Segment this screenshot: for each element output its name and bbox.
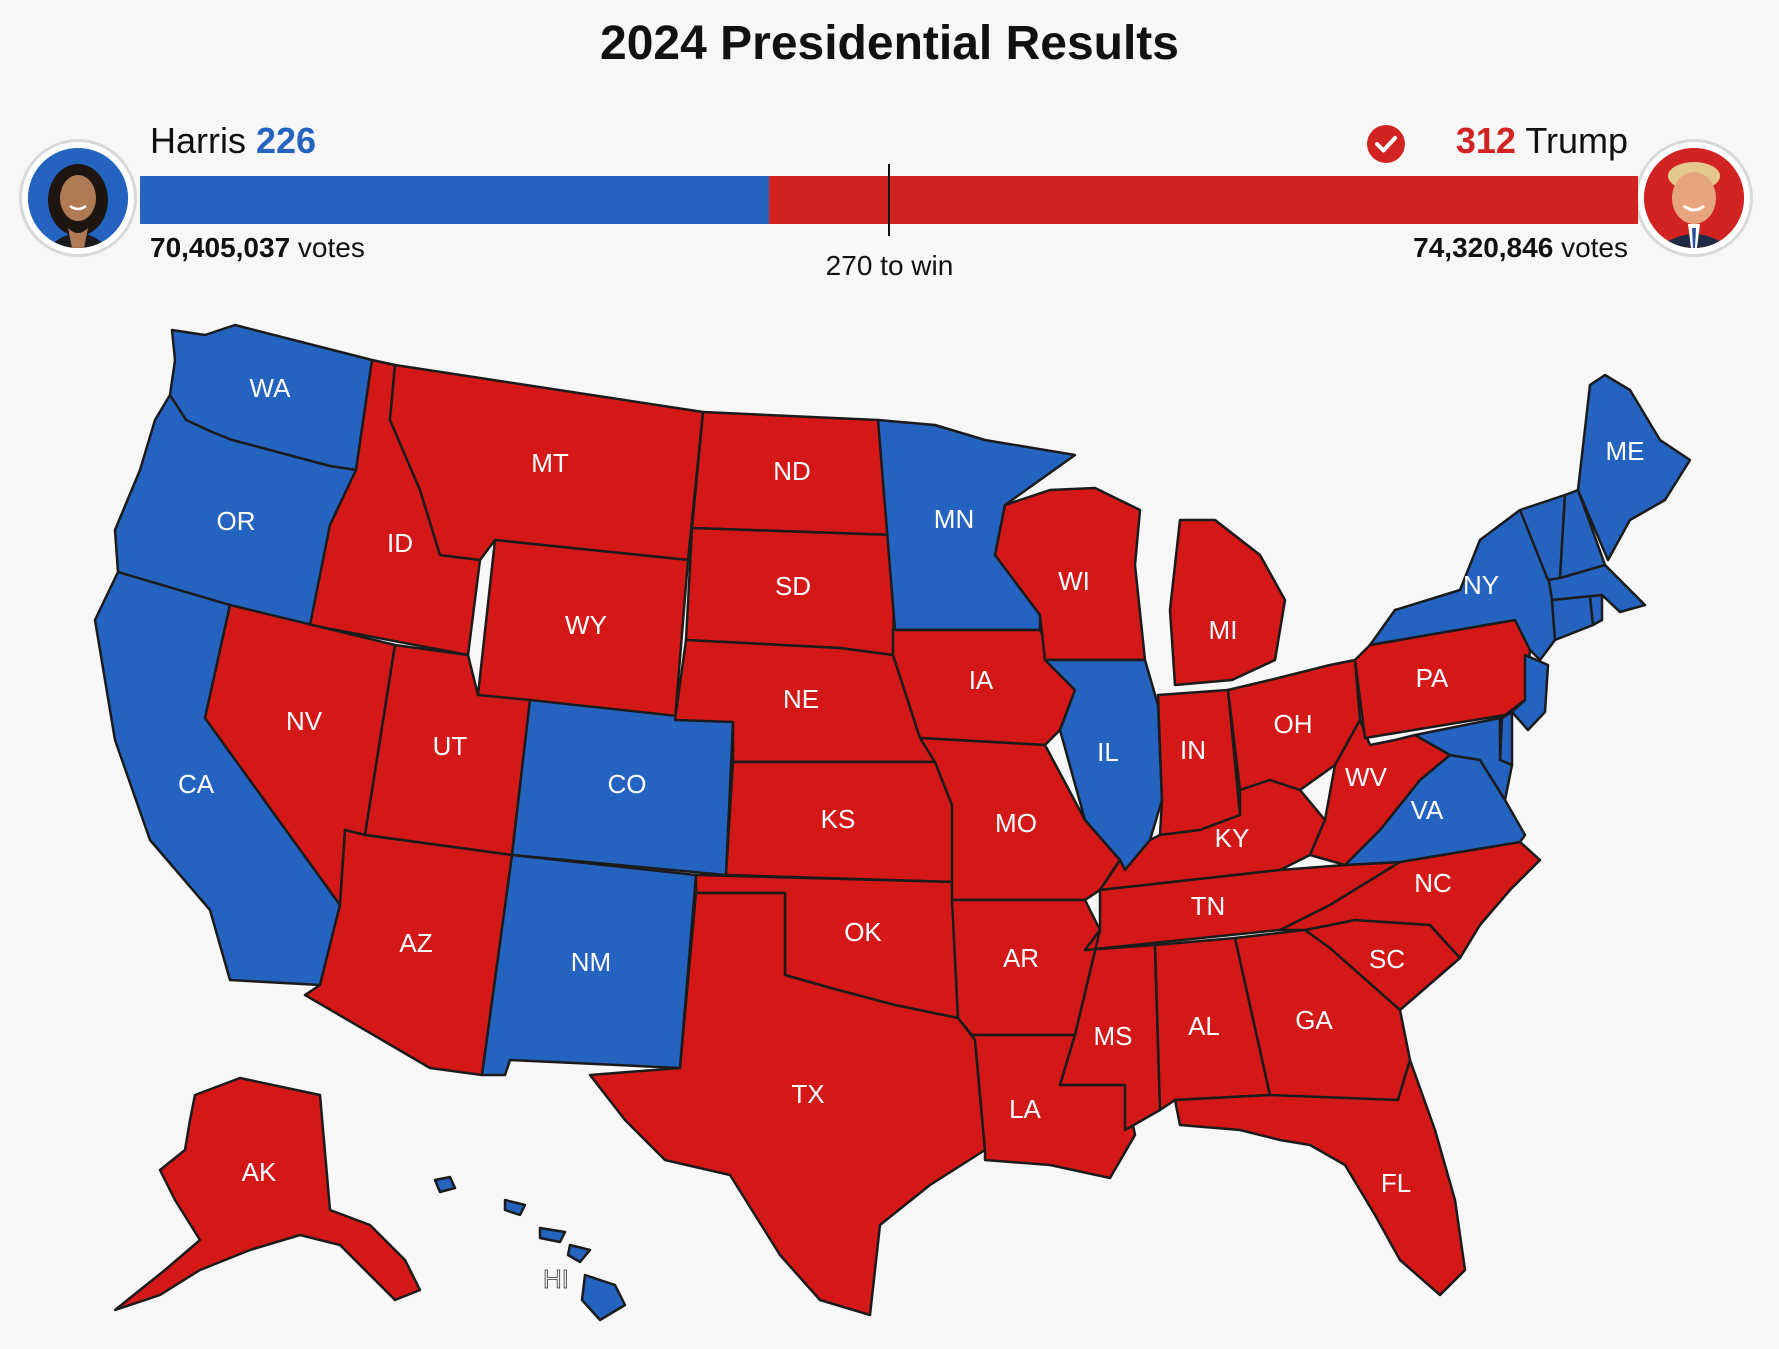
win-threshold-marker	[888, 164, 890, 236]
state-label-AR: AR	[1003, 943, 1039, 973]
harris-vote-count: 70,405,037	[150, 232, 291, 263]
trump-vote-count: 74,320,846	[1413, 232, 1554, 263]
state-label-WV: WV	[1345, 762, 1388, 792]
state-label-IN: IN	[1180, 735, 1206, 765]
state-label-WY: WY	[565, 610, 607, 640]
trump-bar-segment	[769, 176, 1638, 224]
state-label-OH: OH	[1274, 709, 1313, 739]
state-label-SD: SD	[775, 571, 811, 601]
state-label-TX: TX	[791, 1079, 824, 1109]
state-label-OR: OR	[217, 506, 256, 536]
electoral-vote-bar	[140, 176, 1638, 224]
state-label-KY: KY	[1215, 823, 1250, 853]
state-HI[interactable]	[433, 1175, 627, 1322]
trump-name: Trump	[1525, 120, 1628, 161]
state-WV[interactable]	[1308, 718, 1452, 867]
harris-name-line: Harris 226	[150, 120, 316, 162]
state-KY[interactable]	[1098, 778, 1327, 892]
state-label-OK: OK	[844, 917, 882, 947]
state-DE[interactable]	[1498, 710, 1514, 767]
harris-portrait-icon	[28, 148, 128, 248]
state-label-NV: NV	[286, 706, 323, 736]
state-label-NY: NY	[1463, 570, 1499, 600]
state-label-MI: MI	[1209, 615, 1238, 645]
state-label-AK: AK	[242, 1157, 277, 1187]
state-labels: WA OR CA ID NV MT WY UT AZ CO NM ND SD NE KS OK TX MN IA MO…	[178, 373, 1645, 1294]
trump-portrait-icon	[1644, 148, 1744, 248]
state-label-KS: KS	[821, 804, 856, 834]
state-ME[interactable]	[1576, 373, 1692, 562]
page-title: 2024 Presidential Results	[600, 17, 1179, 70]
state-label-WI: WI	[1058, 566, 1090, 596]
state-WI[interactable]	[993, 486, 1147, 662]
check-circle-icon	[1367, 125, 1405, 163]
state-MD[interactable]	[1413, 716, 1514, 802]
state-TX[interactable]	[588, 891, 987, 1317]
state-MO[interactable]	[918, 736, 1122, 902]
state-label-LA: LA	[1009, 1094, 1041, 1124]
harris-popular-votes: 70,405,037 votes	[150, 232, 365, 264]
state-label-IL: IL	[1097, 737, 1119, 767]
state-label-TN: TN	[1191, 891, 1226, 921]
harris-name: Harris	[150, 120, 246, 161]
trump-avatar	[1638, 142, 1750, 254]
trump-name-line: 312 Trump	[1456, 120, 1628, 162]
state-label-NC: NC	[1414, 868, 1452, 898]
state-label-WA: WA	[250, 373, 292, 403]
state-label-NM: NM	[571, 947, 611, 977]
state-NJ[interactable]	[1510, 653, 1550, 732]
state-label-NE: NE	[783, 684, 819, 714]
harris-avatar	[22, 142, 134, 254]
state-RI[interactable]	[1588, 593, 1604, 627]
state-label-AL: AL	[1188, 1011, 1220, 1041]
state-label-GA: GA	[1295, 1005, 1333, 1035]
state-label-FL: FL	[1381, 1168, 1411, 1198]
trump-votes-unit: votes	[1561, 232, 1628, 263]
state-label-IA: IA	[969, 665, 994, 695]
state-label-MT: MT	[531, 448, 569, 478]
state-label-MO: MO	[995, 808, 1037, 838]
state-label-PA: PA	[1416, 663, 1449, 693]
state-CT[interactable]	[1550, 594, 1595, 642]
state-FL[interactable]	[1173, 1058, 1467, 1297]
state-AK[interactable]	[113, 1076, 422, 1312]
state-MA[interactable]	[1546, 563, 1647, 614]
state-label-ME: ME	[1606, 436, 1645, 466]
state-label-MN: MN	[934, 504, 974, 534]
state-label-CO: CO	[608, 769, 647, 799]
state-label-UT: UT	[433, 731, 468, 761]
state-label-MS: MS	[1094, 1021, 1133, 1051]
state-label-ND: ND	[773, 456, 811, 486]
win-threshold-label: 270 to win	[825, 250, 954, 281]
state-label-ID: ID	[387, 528, 413, 558]
trump-popular-votes: 74,320,846 votes	[1413, 232, 1628, 264]
harris-votes-unit: votes	[297, 232, 365, 263]
state-MI[interactable]	[1168, 518, 1287, 687]
trump-electoral-votes: 312	[1455, 120, 1516, 161]
harris-bar-segment	[140, 176, 770, 224]
state-label-VA: VA	[1411, 795, 1444, 825]
state-label-SC: SC	[1369, 944, 1405, 974]
state-label-AZ: AZ	[399, 928, 432, 958]
state-NH[interactable]	[1558, 488, 1607, 580]
state-label-CA: CA	[178, 769, 215, 799]
harris-electoral-votes: 226	[256, 120, 317, 161]
state-label-HI: HI	[543, 1264, 569, 1294]
